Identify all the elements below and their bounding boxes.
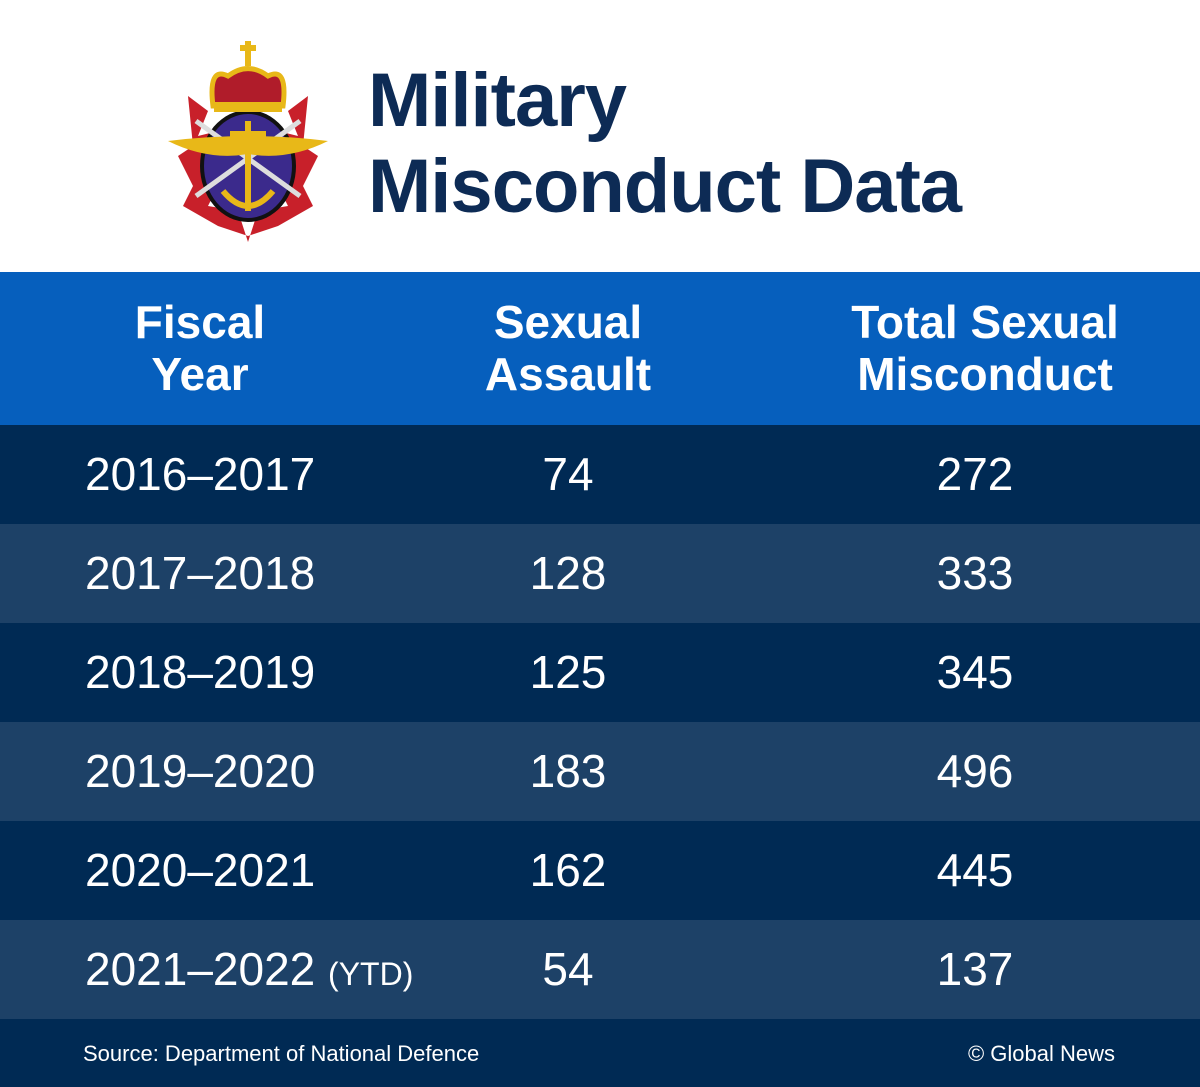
header-line: Assault — [484, 348, 652, 400]
fiscal-year: 2021–2022 — [85, 943, 316, 995]
source-text: Source: Department of National Defence — [83, 1041, 480, 1066]
fiscal-year: 2020–2021 — [85, 844, 316, 896]
fiscal-year: 2017–2018 — [85, 547, 316, 599]
title-line-2: Misconduct Data — [368, 144, 962, 229]
copyright-text: © Global News — [967, 1041, 1115, 1066]
fiscal-year-cell: 2019–2020 — [85, 722, 315, 821]
canadian-armed-forces-emblem-logo — [168, 41, 328, 242]
total-misconduct-cell: 272 — [936, 448, 1014, 500]
fiscal-year-cell: 2017–2018 — [85, 524, 315, 623]
table-row: 2016–2017 74 272 — [0, 425, 1200, 524]
table-row: 2020–2021 162 445 — [0, 821, 1200, 920]
footer: Source: Department of National Defence ©… — [0, 1019, 1200, 1087]
column-header-fiscal-year: Fiscal Year — [100, 296, 300, 400]
sexual-assault-cell: 125 — [529, 646, 607, 698]
table-header: Fiscal Year Sexual Assault Total Sexual … — [0, 272, 1200, 425]
fiscal-year-cell: 2021–2022 (YTD) — [85, 920, 413, 1024]
column-header-total-sexual-misconduct: Total Sexual Misconduct — [810, 296, 1160, 400]
title-line-1: Military — [368, 58, 627, 143]
column-header-sexual-assault: Sexual Assault — [418, 296, 718, 400]
fiscal-year: 2019–2020 — [85, 745, 316, 797]
total-misconduct-cell: 137 — [936, 943, 1014, 995]
header-line: Total Sexual — [851, 296, 1119, 348]
table-row: 2018–2019 125 345 — [0, 623, 1200, 722]
title-area: Military Misconduct Data — [0, 0, 1200, 272]
fiscal-year-cell: 2016–2017 — [85, 425, 315, 524]
table-row: 2017–2018 128 333 — [0, 524, 1200, 623]
ytd-note: (YTD) — [328, 956, 414, 992]
sexual-assault-cell: 162 — [529, 844, 607, 896]
total-misconduct-cell: 445 — [936, 844, 1014, 896]
sexual-assault-cell: 74 — [542, 448, 594, 500]
fiscal-year-cell: 2020–2021 — [85, 821, 315, 920]
fiscal-year: 2016–2017 — [85, 448, 316, 500]
header-line: Misconduct — [857, 348, 1113, 400]
total-misconduct-cell: 496 — [936, 745, 1014, 797]
sexual-assault-cell: 128 — [529, 547, 607, 599]
total-misconduct-cell: 333 — [936, 547, 1014, 599]
table-row: 2021–2022 (YTD) 54 137 — [0, 920, 1200, 1019]
header-line: Sexual — [493, 296, 643, 348]
sexual-assault-cell: 54 — [542, 943, 594, 995]
page-title: Military Misconduct Data — [368, 58, 962, 230]
fiscal-year: 2018–2019 — [85, 646, 316, 698]
sexual-assault-cell: 183 — [529, 745, 607, 797]
header-line: Year — [151, 348, 249, 400]
total-misconduct-cell: 345 — [936, 646, 1014, 698]
header-line: Fiscal — [134, 296, 266, 348]
fiscal-year-cell: 2018–2019 — [85, 623, 315, 722]
table-row: 2019–2020 183 496 — [0, 722, 1200, 821]
